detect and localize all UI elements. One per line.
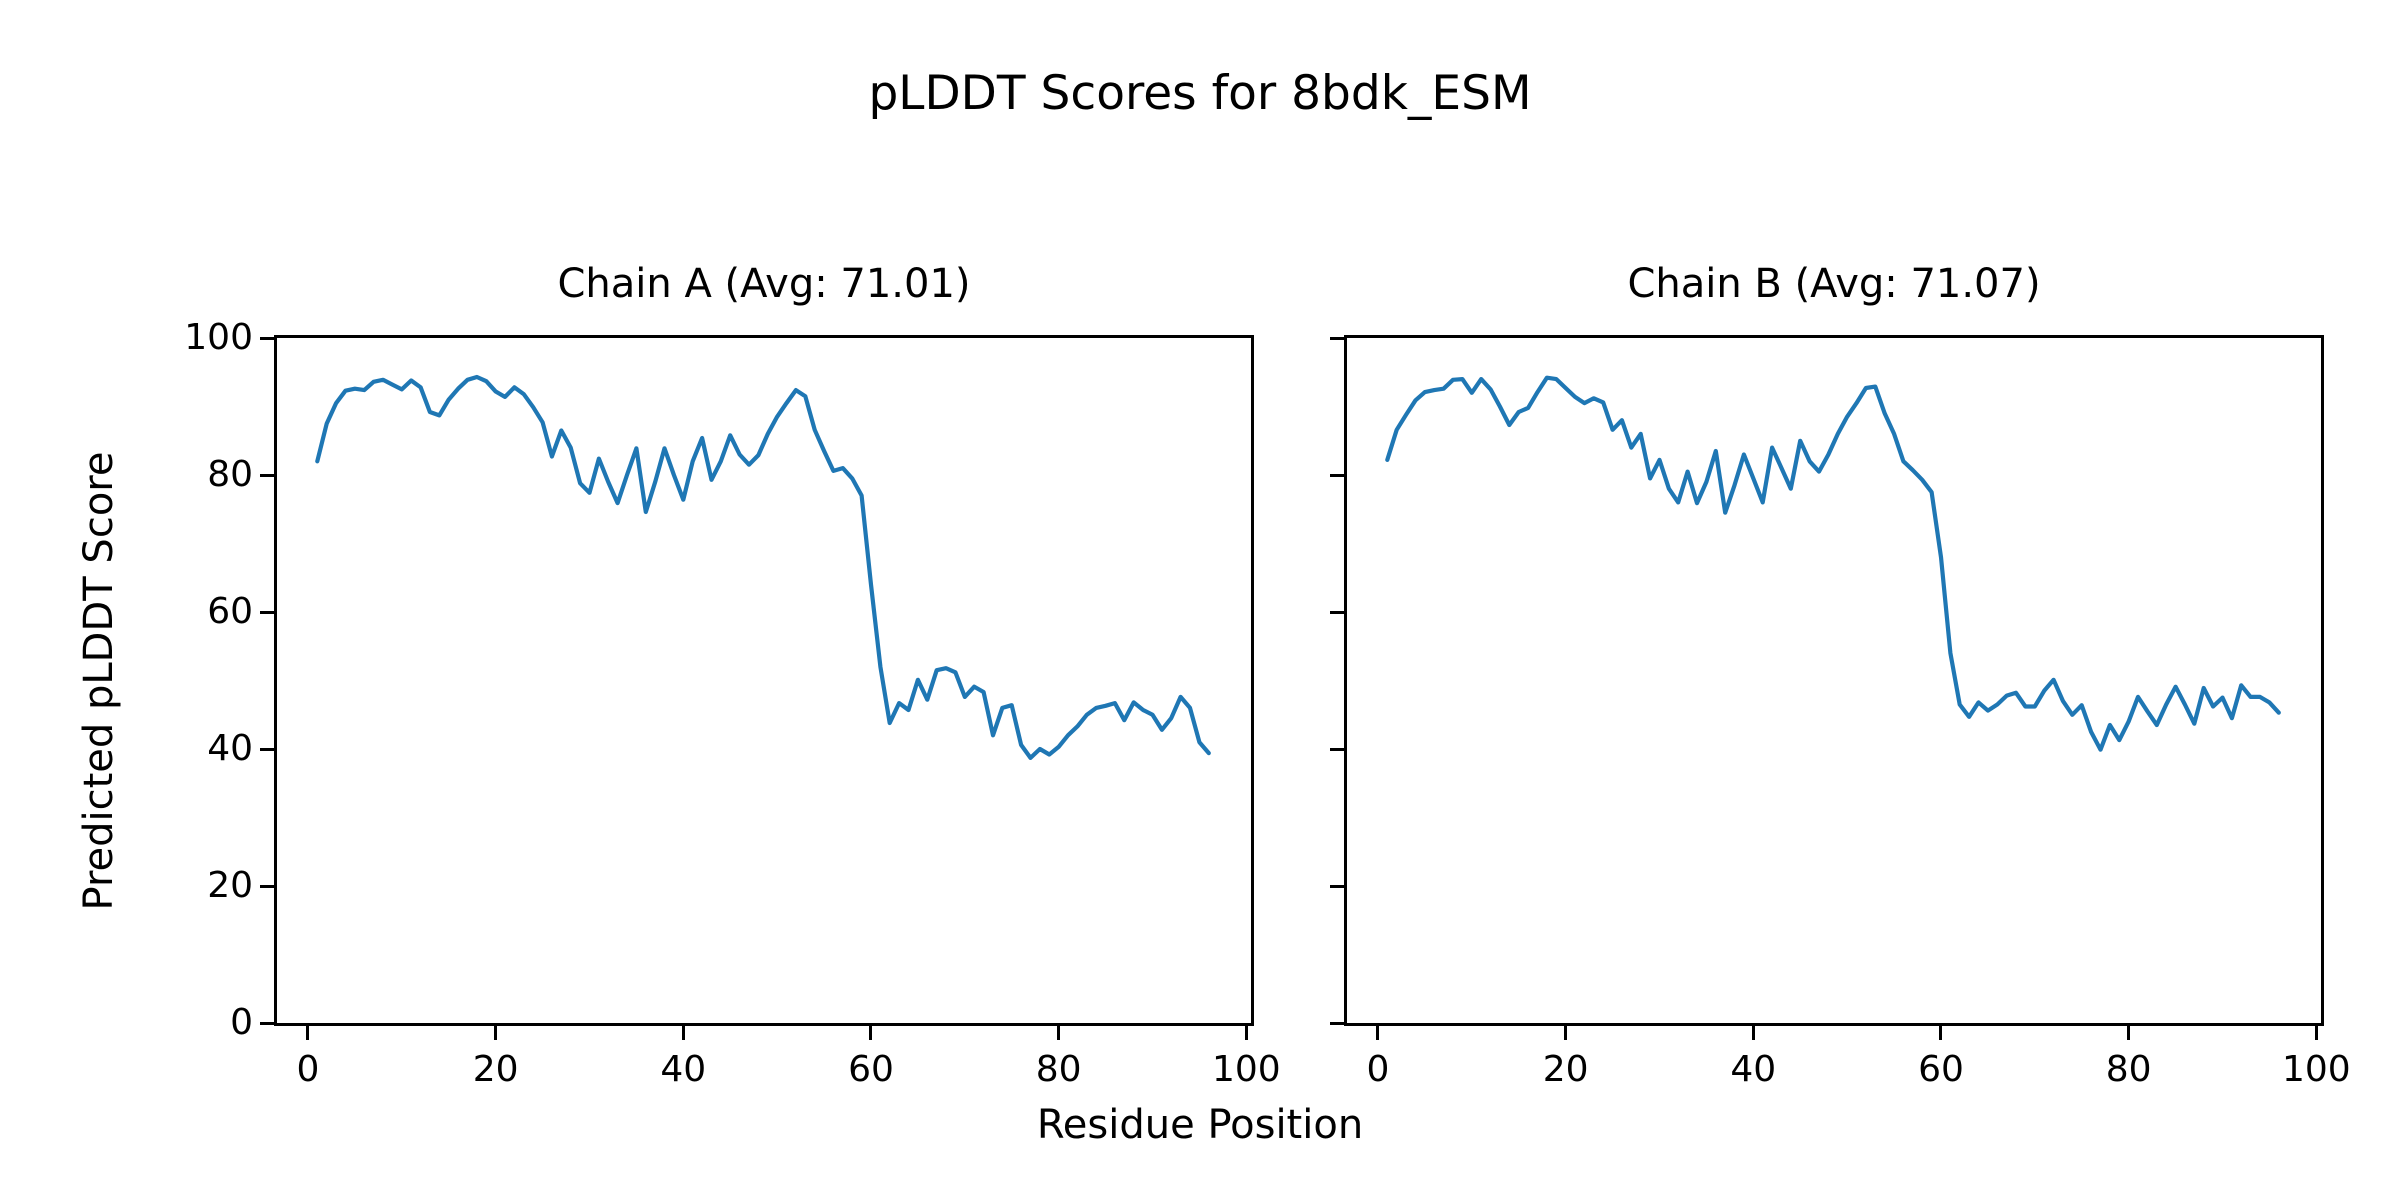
x-tick-mark xyxy=(1751,1023,1755,1040)
x-tick-mark xyxy=(869,1023,873,1040)
y-tick-mark xyxy=(1330,610,1344,614)
y-tick-mark xyxy=(260,884,274,888)
y-tick-label: 40 xyxy=(207,728,253,769)
subplot-chain-a-title: Chain A (Avg: 71.01) xyxy=(557,261,971,307)
chain-b-plot-canvas xyxy=(1385,375,2281,752)
y-tick-mark xyxy=(260,610,274,614)
x-axis-label: Residue Position xyxy=(1036,1102,1364,1148)
y-tick-mark xyxy=(260,747,274,751)
x-tick-label: 0 xyxy=(296,1049,320,1090)
x-tick-label: 80 xyxy=(2105,1049,2152,1090)
x-tick-label: 60 xyxy=(1918,1049,1964,1090)
subplot-chain-b-title: Chain B (Avg: 71.07) xyxy=(1627,261,2041,307)
y-tick-mark xyxy=(260,1021,274,1025)
y-tick-label: 80 xyxy=(207,454,253,495)
x-tick-label: 100 xyxy=(2281,1049,2351,1090)
y-tick-label: 20 xyxy=(207,865,253,906)
x-tick-mark xyxy=(1244,1023,1248,1040)
subplot-chain-a: Chain A (Avg: 71.01) 0 20 40 60 80 100 0 20 40 60… xyxy=(184,262,1280,1090)
x-tick-label: 20 xyxy=(1542,1049,1589,1090)
y-tick-label: 100 xyxy=(184,317,253,358)
subplot-chain-b: Chain B (Avg: 71.07) 0 20 40 60 80 100 xyxy=(1330,262,2351,1090)
x-tick-mark xyxy=(1057,1023,1061,1040)
x-tick-label: 100 xyxy=(1211,1049,1281,1090)
x-tick-label: 40 xyxy=(1730,1049,1777,1090)
x-tick-mark xyxy=(2314,1023,2318,1040)
y-tick-mark xyxy=(260,473,274,477)
x-tick-mark xyxy=(2127,1023,2131,1040)
x-tick-label: 80 xyxy=(1035,1049,1082,1090)
x-tick-mark xyxy=(306,1023,310,1040)
y-tick-mark xyxy=(1330,747,1344,751)
x-tick-label: 40 xyxy=(660,1049,707,1090)
x-tick-mark xyxy=(1939,1023,1943,1040)
figure-title: pLDDT Scores for 8bdk_ESM xyxy=(868,66,1532,121)
y-tick-mark xyxy=(260,336,274,340)
x-tick-label: 60 xyxy=(848,1049,894,1090)
x-tick-label: 0 xyxy=(1366,1049,1390,1090)
x-tick-mark xyxy=(1376,1023,1380,1040)
y-tick-mark xyxy=(1330,1021,1344,1025)
y-tick-mark xyxy=(1330,884,1344,888)
x-tick-label: 20 xyxy=(472,1049,519,1090)
y-tick-label: 60 xyxy=(207,591,253,632)
y-tick-mark xyxy=(1330,473,1344,477)
chain-a-plddt-line xyxy=(315,374,1211,760)
x-tick-mark xyxy=(494,1023,498,1040)
y-tick-label: 0 xyxy=(230,1002,253,1043)
chain-a-plot-canvas xyxy=(315,374,1211,760)
y-axis-label: Predicted pLDDT Score xyxy=(76,451,122,911)
chain-b-plddt-line xyxy=(1385,375,2281,752)
x-tick-mark xyxy=(681,1023,685,1040)
x-tick-mark xyxy=(1564,1023,1568,1040)
y-tick-mark xyxy=(1330,336,1344,340)
